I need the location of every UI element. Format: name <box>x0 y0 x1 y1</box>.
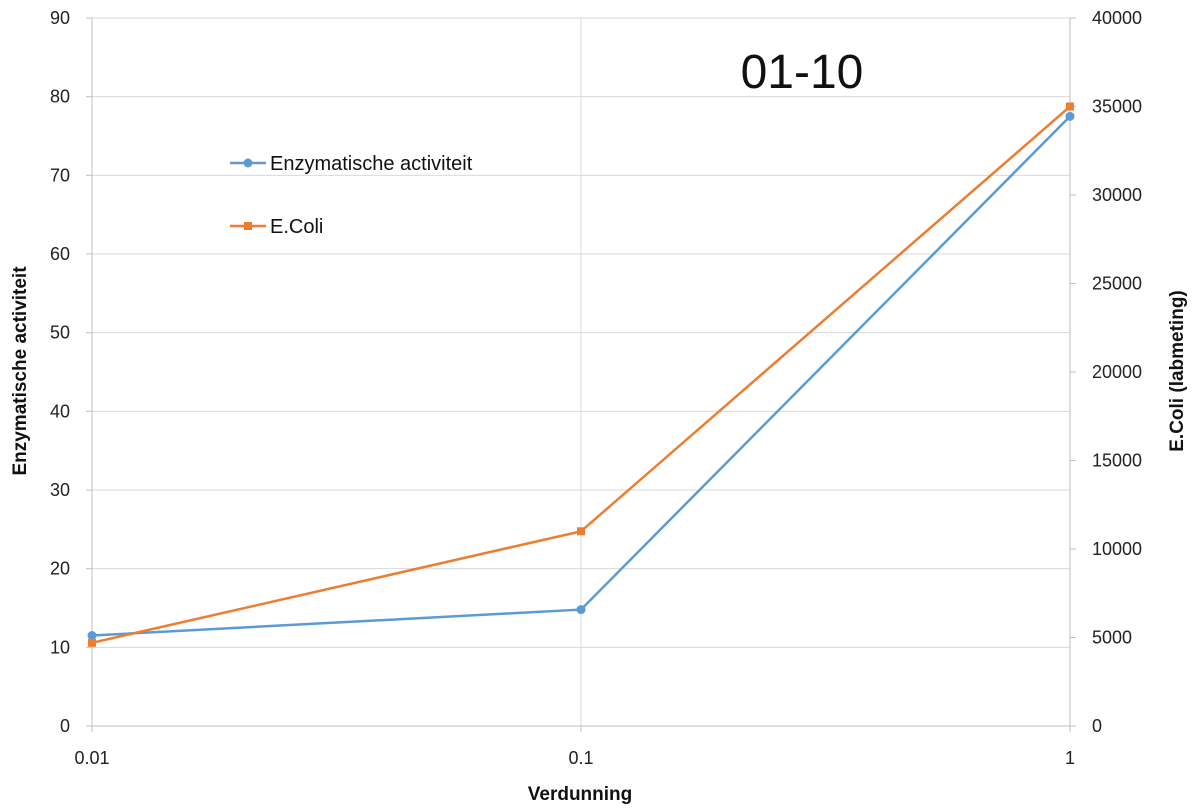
y-tick-label: 80 <box>50 87 70 107</box>
legend-marker-enzymatische-activiteit <box>243 158 253 168</box>
x-tick-label: 0.1 <box>568 748 593 768</box>
y2-tick-label: 5000 <box>1092 628 1132 648</box>
y-axis-title: Enzymatische activiteit <box>10 266 31 476</box>
chart-title: 01-10 <box>741 46 864 99</box>
axes <box>86 17 1076 732</box>
y-tick-label: 30 <box>50 480 70 500</box>
data-point-ecoli <box>577 527 585 536</box>
y2-tick-label: 30000 <box>1092 185 1142 205</box>
y-tick-label: 10 <box>50 637 70 657</box>
legend: Enzymatische activiteit E.Coli <box>230 153 473 238</box>
data-point-ecoli <box>1066 102 1074 111</box>
axis-labels: 0 10 20 30 40 50 60 70 80 90 0 5000 10000 15000 20000 2… <box>50 8 1142 768</box>
data-point-ecoli <box>88 638 96 647</box>
data-point-enzymatische-activiteit <box>576 605 586 615</box>
y2-tick-label: 10000 <box>1092 539 1142 559</box>
y-tick-label: 90 <box>50 8 70 28</box>
y2-axis-title: E.Coli (labmeting) <box>1167 290 1188 452</box>
data-point-enzymatische-activiteit <box>87 631 97 641</box>
legend-label-ecoli: E.Coli <box>270 216 323 238</box>
gridlines <box>92 17 1071 726</box>
y2-tick-label: 40000 <box>1092 8 1142 28</box>
x-tick-label: 0.01 <box>74 748 109 768</box>
legend-item-enzymatische-activiteit: Enzymatische activiteit <box>230 153 473 175</box>
legend-item-ecoli: E.Coli <box>230 216 323 238</box>
y-tick-label: 0 <box>60 716 70 736</box>
y2-tick-label: 15000 <box>1092 451 1142 471</box>
y2-tick-label: 35000 <box>1092 97 1142 117</box>
x-axis-title: Verdunning <box>528 784 633 805</box>
legend-marker-ecoli <box>244 222 252 230</box>
y-tick-label: 70 <box>50 165 70 185</box>
y-tick-label: 20 <box>50 559 70 579</box>
y-tick-label: 40 <box>50 401 70 421</box>
y2-tick-label: 20000 <box>1092 362 1142 382</box>
data-point-enzymatische-activiteit <box>1065 111 1075 121</box>
y-tick-label: 60 <box>50 244 70 264</box>
legend-label-enzymatische-activiteit: Enzymatische activiteit <box>270 153 473 175</box>
y2-tick-label: 0 <box>1092 716 1102 736</box>
x-tick-label: 1 <box>1065 748 1075 768</box>
y-tick-label: 50 <box>50 323 70 343</box>
series-lines <box>87 102 1075 647</box>
y2-tick-label: 25000 <box>1092 274 1142 294</box>
